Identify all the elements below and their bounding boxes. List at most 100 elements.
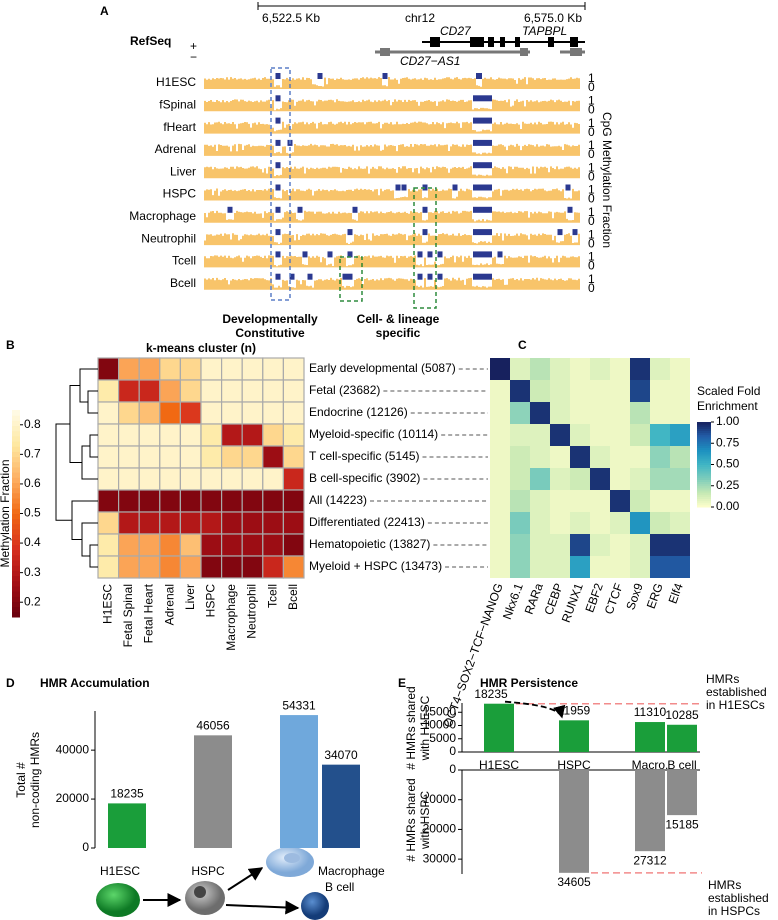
heatmap-cell: [490, 468, 510, 490]
hmr-block: [382, 73, 388, 79]
heatmap-cell: [221, 467, 243, 491]
heatmap-cell: [200, 489, 223, 513]
colorbar-step: [697, 445, 711, 448]
heatmap-cell: [650, 556, 670, 578]
heatmap-cell: [138, 445, 161, 469]
heatmap-cell: [138, 357, 161, 381]
heatmap-cell: [138, 533, 161, 557]
heatmap-cell: [159, 423, 182, 447]
hmr-block: [417, 251, 423, 258]
colorbar-step: [12, 596, 20, 602]
heatmap-cell: [510, 402, 530, 424]
colorbar-step: [697, 426, 711, 429]
heatmap-cell: [262, 401, 284, 425]
y-axis-label: non-coding HMRs: [28, 732, 42, 828]
colorbar-step: [12, 503, 20, 509]
colorbar-tick-label: 0.75: [716, 435, 740, 449]
value-label: 27312: [633, 853, 667, 867]
colorbar-step: [12, 585, 20, 592]
heatmap-cell: [670, 490, 690, 512]
heatmap-cell: [650, 358, 670, 380]
heatmap-cell: [117, 467, 140, 491]
row-label: Myeloid-specific (10114): [309, 427, 438, 441]
heatmap-cell: [262, 379, 284, 403]
heatmap-cell: [241, 489, 264, 513]
cell-illustrations: [96, 847, 329, 920]
y-tick-label: 10000: [423, 792, 457, 806]
hmr-block: [275, 117, 281, 124]
hmr-block: [565, 184, 571, 191]
heatmap-cell: [97, 401, 120, 425]
track-tick-label: 1: [588, 250, 595, 264]
heatmap-cell: [570, 402, 590, 424]
annotation: HMRs: [706, 672, 739, 686]
track-label: Bcell: [170, 276, 196, 290]
colorbar-step: [12, 477, 20, 483]
heatmap-cell: [510, 358, 530, 380]
heatmap-cell: [221, 533, 243, 557]
dendrogram-link: [71, 500, 98, 540]
heatmap-cell: [200, 379, 223, 403]
track-tick-label: 1: [588, 71, 595, 85]
hmr-block: [275, 206, 281, 213]
methylation-track: [204, 255, 580, 268]
heatmap-cell: [262, 467, 284, 491]
heatmap-cell: [221, 555, 243, 579]
heatmap-cell: [550, 402, 570, 424]
colorbar-step: [697, 498, 711, 502]
colorbar-step: [12, 425, 20, 432]
value-label: 46056: [196, 718, 230, 732]
colorbar-step: [697, 428, 711, 431]
annotation: in HSPCs: [708, 904, 760, 918]
heatmap-cell: [200, 357, 223, 381]
colorbar-step: [697, 439, 711, 442]
heatmap-cell: [282, 423, 305, 447]
heatmap-cell: [590, 556, 610, 578]
heatmap-cell: [550, 446, 570, 468]
colorbar-step: [697, 424, 711, 427]
heatmap-cell: [550, 534, 570, 556]
heatmap-cell: [490, 512, 510, 534]
row-label: B cell-specific (3902): [309, 471, 420, 485]
heatmap-cell: [650, 468, 670, 490]
heatmap-cell: [670, 556, 690, 578]
track-label: Macrophage: [129, 209, 196, 223]
colorbar-step: [697, 460, 711, 463]
exon: [520, 48, 528, 56]
y-tick-label: 30000: [423, 851, 457, 865]
highlight-box: [413, 187, 437, 309]
y-tick-label: 40000: [56, 742, 90, 756]
column-label: HSPC: [203, 584, 217, 618]
colorbar-step: [12, 544, 20, 551]
hmr-block: [275, 273, 281, 280]
hmr-block: [275, 229, 281, 236]
heatmap-cell: [241, 401, 264, 425]
hmr-block: [352, 206, 358, 213]
heatmap-cell: [530, 380, 550, 402]
heatmap-cell: [570, 424, 590, 446]
colorbar-tick-label: 0.25: [716, 478, 740, 492]
bar: [280, 715, 318, 848]
exon: [500, 37, 505, 47]
bar: [108, 803, 146, 848]
colorbar-step: [12, 472, 20, 478]
heatmap-cell: [179, 445, 202, 469]
y-tick-label: 0: [449, 762, 456, 776]
axis-label: CpG Methylation Fraction: [600, 112, 614, 248]
chrom-label: chr12: [405, 11, 435, 25]
hmr-block: [422, 229, 428, 236]
hmr-block: [476, 73, 482, 79]
hmr-block: [473, 139, 492, 146]
row-label: Myeloid + HSPC (13473): [309, 559, 442, 573]
heatmap-cell: [200, 533, 223, 557]
colorbar-tick-label: 0.4: [24, 535, 41, 549]
heatmap-cell: [630, 490, 650, 512]
heatmap-cell: [550, 556, 570, 578]
column-label: Elf4: [666, 581, 686, 606]
hspc-cell: [185, 881, 225, 915]
y-tick-label: 5000: [429, 731, 456, 745]
heatmap-cell: [159, 555, 182, 579]
heatmap-cell: [282, 401, 305, 425]
heatmap-cell: [200, 423, 223, 447]
heatmap-cell: [590, 380, 610, 402]
